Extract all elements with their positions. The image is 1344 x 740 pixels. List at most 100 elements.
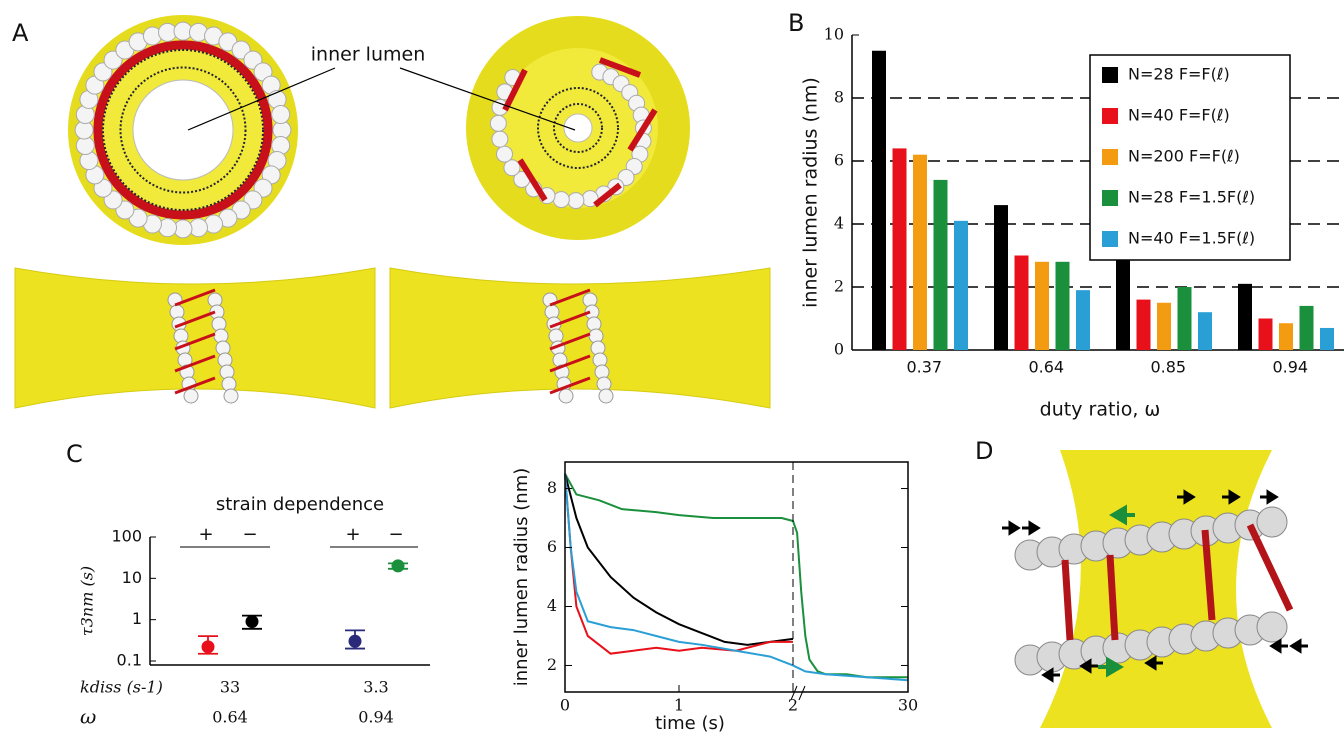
y-tick-label: 2 [834,277,844,296]
rendering-shape [119,66,247,194]
trace [564,473,909,682]
legend-label: N=200 F=F(ℓ) [1128,147,1240,166]
rendering-shape [563,113,593,143]
rendering-shape [549,376,591,395]
point [348,634,362,648]
rendering-shape [549,288,591,307]
rendering-shape [489,114,507,132]
rendering-shape [1201,529,1216,621]
rendering-shape [1106,554,1119,641]
y-tick-label: 0 [834,340,844,359]
legend-label: N=28 F=1.5F(ℓ) [1128,188,1255,207]
rendering-shape [223,388,239,404]
omega-value: 0.94 [358,708,394,727]
y-axis-label: τ3nm (s) [78,566,97,636]
k-diss-value: 33 [220,678,240,697]
legend-swatch [1102,149,1118,165]
rendering-shape [496,145,514,163]
rendering-shape [502,68,528,112]
bar [1177,287,1192,350]
k-diss-value: 3.3 [363,678,388,697]
rendering-shape [503,159,521,177]
renderings [14,15,1308,728]
plot-frame [564,461,909,693]
legend-swatch [1102,108,1118,124]
rendering-shape [1260,489,1279,505]
point [201,640,215,654]
bar [892,148,907,350]
bar [1198,312,1212,350]
legend-swatch [1102,231,1118,247]
y-tick-label: 10 [824,25,844,44]
bar [1055,261,1070,350]
rendering-shape [553,103,603,153]
x-tick-label: 1 [674,696,684,715]
bar [1014,255,1029,350]
rendering-shape [271,105,291,125]
rendering-shape [491,130,509,148]
rendering-shape [537,87,619,169]
point [245,615,259,629]
bar [872,50,886,350]
panel-label: D [975,437,993,465]
y-tick-label: 4 [834,214,844,233]
bar [1157,302,1171,350]
x-tick-label: 0.64 [1028,358,1064,377]
y-tick-label: 8 [834,88,844,107]
y-tick-label: 6 [834,151,844,170]
bar [1116,258,1130,350]
rendering-shape [102,49,264,211]
rendering-shape [549,332,591,351]
chart-title: strain dependence [216,494,384,515]
bar [954,220,968,350]
row-label: ω [80,705,96,729]
rendering-shape [1289,638,1308,654]
panel-label: C [66,440,83,468]
axis-break [790,685,806,701]
x-tick-label: 0.37 [906,358,942,377]
point [391,559,405,573]
rendering-shape [1002,520,1021,536]
rendering-shape [598,388,614,404]
bar [1320,327,1334,350]
annotation-arrow [399,67,576,131]
rendering-shape [1222,489,1241,505]
rendering-shape [174,288,216,307]
annotation-arrow [187,67,336,131]
rendering-shape [1040,450,1272,728]
bar [1238,283,1252,350]
strain-label: − [242,524,257,545]
y-axis-label: inner lumen radius (nm) [511,468,532,687]
trace [564,473,793,655]
y-tick-label: 100 [111,527,142,546]
bar [1136,299,1151,350]
rendering-shape [1061,559,1074,641]
rendering-shape [14,267,376,409]
y-tick-label: 1 [132,609,142,628]
legend-label: N=40 F=F(ℓ) [1128,106,1230,125]
legend-swatch [1102,67,1118,83]
bar [1258,318,1273,350]
legend-box [1089,54,1291,261]
omega-value: 0.64 [212,708,248,727]
rendering-shape [174,354,216,373]
bar [913,154,927,350]
rendering-shape [1269,638,1288,654]
y-axis-label: inner lumen radius (nm) [800,77,822,308]
rendering-shape [1079,658,1098,674]
x-axis-label: duty ratio, ω [1040,399,1161,421]
rendering-shape [1144,655,1163,671]
x-tick-label: 2 [788,696,798,715]
rendering-shape [183,388,199,404]
bar [933,179,948,350]
rendering-shape [593,182,622,208]
y-tick-label: 10 [122,568,142,587]
bar [1299,305,1314,350]
rendering-shape [517,158,548,202]
row-label: kdiss (s-1) [80,678,163,697]
x-tick-label: 0.85 [1150,358,1186,377]
x-tick-label: 0.94 [1272,358,1308,377]
rendering-shape [174,332,216,351]
bar [1279,323,1293,350]
rendering-shape [1177,489,1196,505]
